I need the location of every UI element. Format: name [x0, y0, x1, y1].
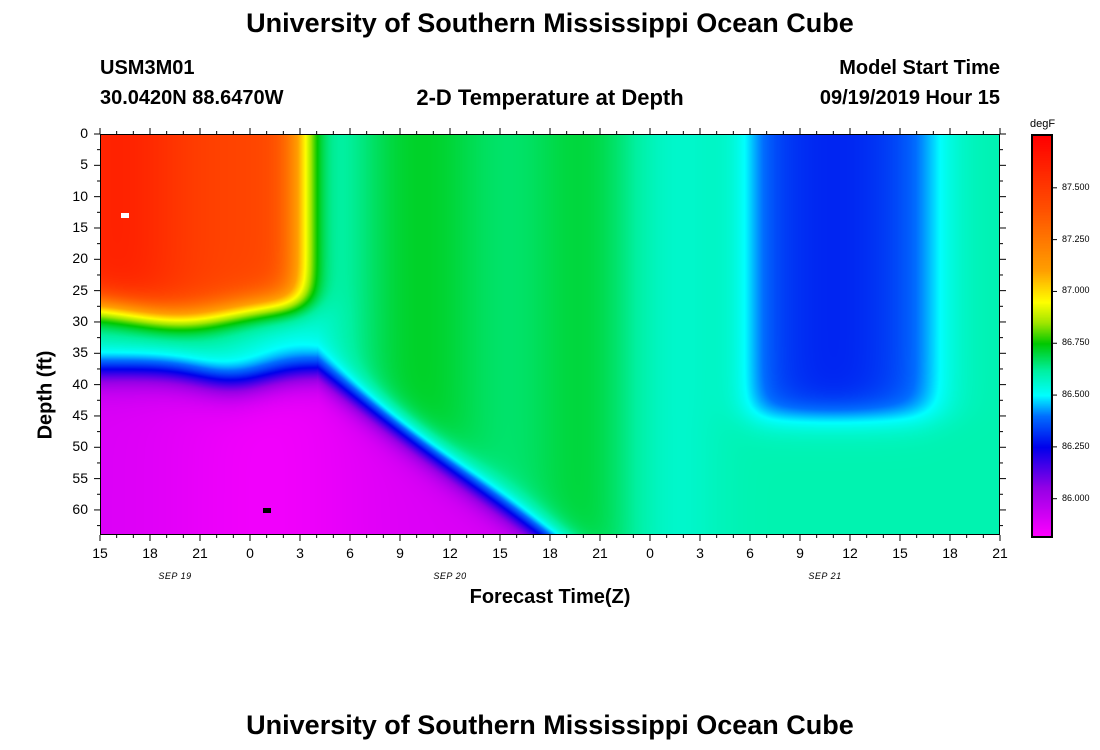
colorbar [1031, 134, 1053, 538]
top-title: University of Southern Mississippi Ocean… [246, 8, 854, 38]
station-coords: 30.0420N 88.6470W [100, 87, 284, 109]
x-tick-label: 18 [942, 545, 958, 561]
min-marker [262, 507, 271, 513]
y-tick-label: 35 [72, 344, 88, 361]
colorbar-tick-label: 87.250 [1062, 233, 1090, 244]
colorbar-tick-label: 86.000 [1062, 492, 1090, 503]
heatmap-canvas [100, 134, 1000, 535]
y-tick-label: 10 [72, 187, 88, 204]
x-tick-label: 12 [842, 545, 858, 561]
colorbar-tick-label: 86.250 [1062, 440, 1090, 451]
x-tick-label: 21 [592, 545, 608, 561]
colorbar-tick-label: 86.500 [1062, 389, 1090, 400]
y-tick-label: 5 [80, 156, 88, 173]
x-tick-label: 12 [442, 545, 458, 561]
x-tick-label: 0 [246, 545, 254, 561]
x-tick-label: 15 [92, 545, 108, 561]
y-tick-label: 50 [72, 438, 88, 455]
y-tick-label: 25 [72, 281, 88, 298]
x-tick-label: 6 [746, 545, 754, 561]
y-tick-label: 30 [72, 312, 88, 329]
x-tick-label: 9 [796, 545, 804, 561]
colorbar-tick-label: 87.000 [1062, 285, 1090, 296]
x-tick-label: 0 [646, 545, 654, 561]
x-tick-label: 3 [296, 545, 304, 561]
x-tick-label: 21 [192, 545, 208, 561]
y-tick-label: 0 [80, 125, 88, 141]
x-axis-label: Forecast Time(Z) [469, 586, 631, 608]
y-tick-label: 45 [72, 406, 88, 423]
x-tick-label: 9 [396, 545, 404, 561]
x-tick-label: 21 [992, 545, 1008, 561]
x-tick-label: 15 [492, 545, 508, 561]
x-tick-label: 3 [696, 545, 704, 561]
station-id: USM3M01 [100, 57, 195, 79]
date-label: SEP 19 [158, 571, 192, 581]
x-tick-label: 15 [892, 545, 908, 561]
model-start-value: 09/19/2019 Hour 15 [819, 87, 1000, 109]
y-tick-label: 60 [72, 500, 88, 517]
heatmap-plot [100, 134, 1000, 535]
colorbar-tick-label: 87.500 [1062, 181, 1090, 192]
y-tick-label: 55 [72, 469, 88, 486]
chart-title: 2-D Temperature at Depth [416, 85, 684, 110]
y-tick-label: 20 [72, 250, 88, 267]
model-start-label: Model Start Time [839, 57, 1000, 79]
colorbar-tick-label: 86.750 [1062, 337, 1090, 348]
y-tick-label: 15 [72, 218, 88, 235]
max-marker [121, 213, 129, 219]
date-label: SEP 20 [433, 571, 467, 581]
x-tick-label: 18 [142, 545, 158, 561]
x-tick-label: 18 [542, 545, 558, 561]
colorbar-unit: degF [1030, 118, 1056, 130]
bottom-title: University of Southern Mississippi Ocean… [246, 710, 854, 740]
y-tick-label: 40 [72, 375, 88, 392]
x-tick-label: 6 [346, 545, 354, 561]
plot-frame [100, 134, 1000, 535]
date-label: SEP 21 [808, 571, 842, 581]
